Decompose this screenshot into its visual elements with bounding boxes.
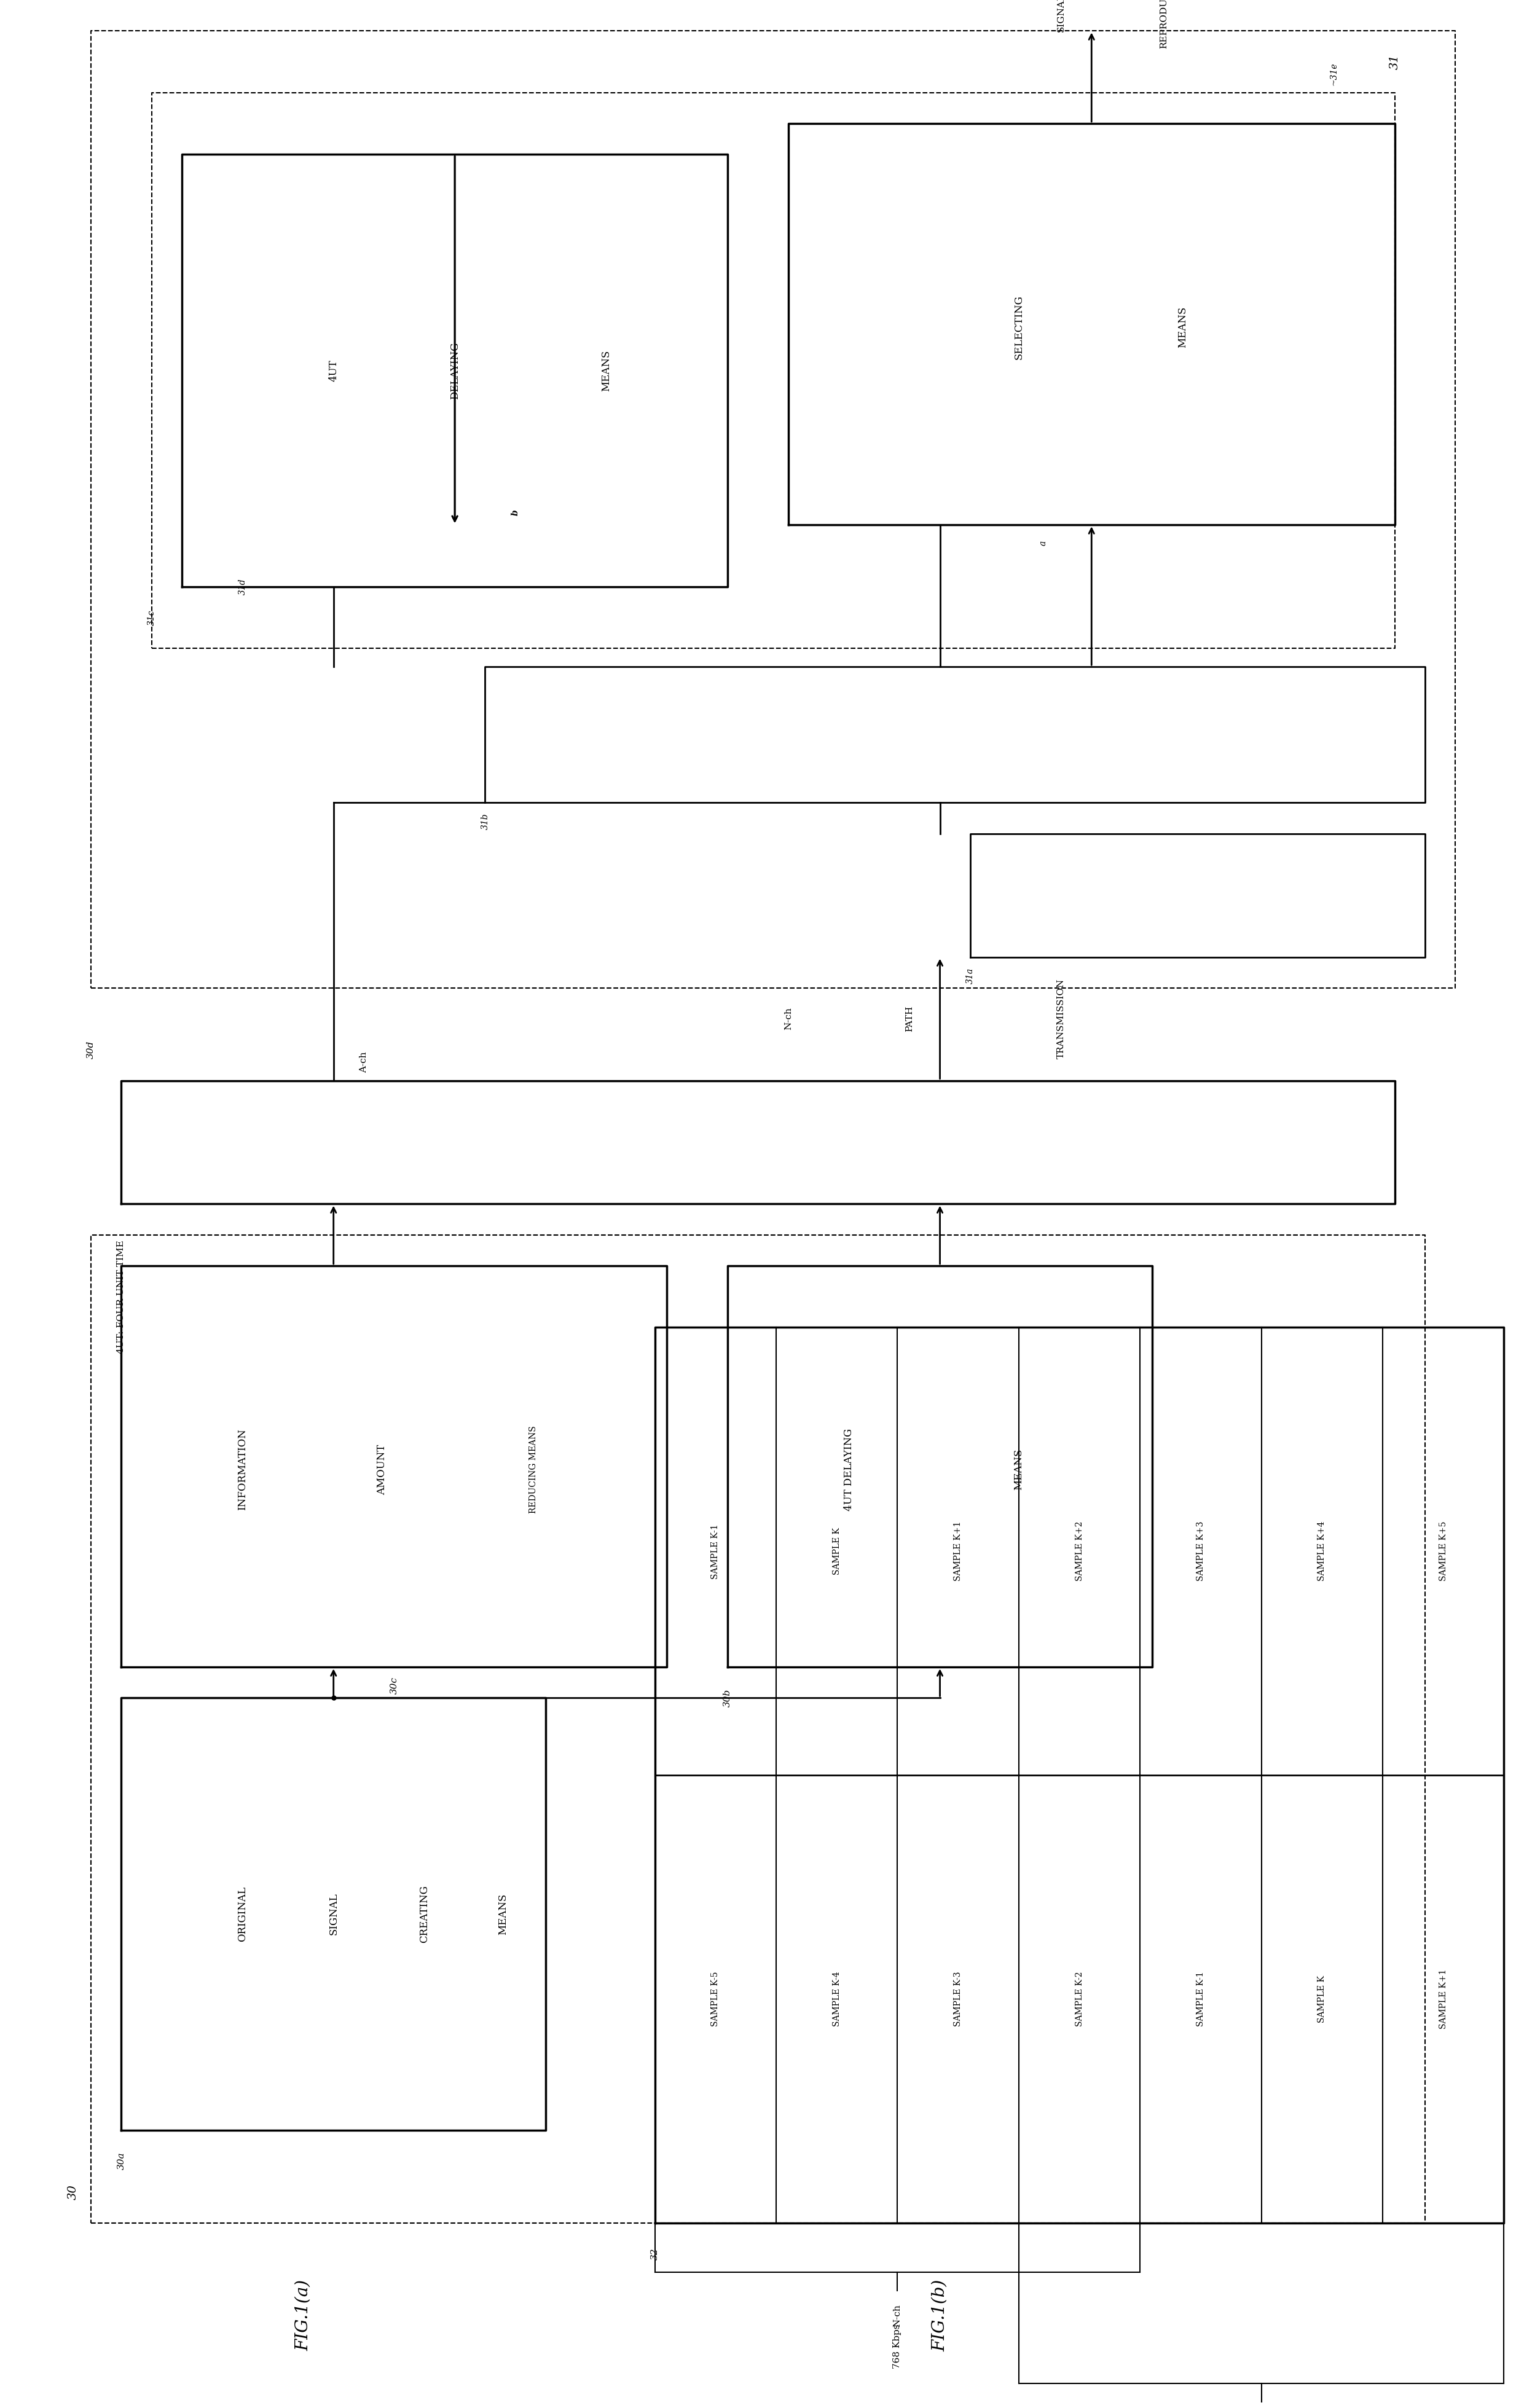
Text: DELAYING: DELAYING [450, 342, 459, 400]
Text: SAMPLE K: SAMPLE K [832, 1527, 841, 1575]
Text: TRANSMISSION: TRANSMISSION [1057, 978, 1066, 1060]
Text: 4UT: FOUR UNIT TIME: 4UT: FOUR UNIT TIME [117, 1240, 126, 1353]
Text: SAMPLE K-4: SAMPLE K-4 [832, 1972, 841, 2028]
Text: N-ch: N-ch [893, 2304, 902, 2326]
Text: SAMPLE K-5: SAMPLE K-5 [711, 1972, 720, 2028]
Text: FIG.1(b): FIG.1(b) [932, 2280, 948, 2353]
Text: b: b [511, 510, 520, 515]
Text: AMOUNT: AMOUNT [377, 1445, 387, 1495]
Text: 31d: 31d [238, 578, 247, 595]
Text: A-ch: A-ch [359, 1052, 368, 1072]
Text: SAMPLE K+1: SAMPLE K+1 [1439, 1970, 1448, 2030]
Text: REPRODUCED: REPRODUCED [1160, 0, 1169, 48]
Text: 30d: 30d [86, 1040, 96, 1060]
Text: MEANS: MEANS [602, 349, 611, 390]
Text: SAMPLE K+3: SAMPLE K+3 [1196, 1522, 1205, 1582]
Text: SAMPLE K+4: SAMPLE K+4 [1317, 1522, 1326, 1582]
Text: MEANS: MEANS [1014, 1450, 1023, 1491]
Text: N-ch: N-ch [784, 1007, 793, 1031]
Text: REDUCING MEANS: REDUCING MEANS [529, 1426, 538, 1512]
Text: MEANS: MEANS [1178, 306, 1187, 347]
Text: ORIGINAL: ORIGINAL [238, 1885, 247, 1941]
Text: PATH: PATH [905, 1007, 914, 1031]
Text: SAMPLE K+1: SAMPLE K+1 [954, 1522, 963, 1582]
Text: 31c: 31c [147, 609, 156, 626]
Text: 30: 30 [67, 2184, 79, 2199]
Text: ~31e: ~31e [1330, 63, 1339, 87]
Text: SAMPLE K-1: SAMPLE K-1 [711, 1524, 720, 1580]
Text: SAMPLE K-2: SAMPLE K-2 [1075, 1972, 1084, 2028]
Text: FIG.1(a): FIG.1(a) [296, 2280, 311, 2350]
Text: SAMPLE K: SAMPLE K [1317, 1975, 1326, 2023]
Text: 4UT: 4UT [329, 359, 338, 380]
Text: 30b: 30b [723, 1688, 732, 1707]
Text: 30a: 30a [117, 2153, 126, 2170]
Text: CREATING: CREATING [420, 1885, 429, 1943]
Text: SIGNAL: SIGNAL [1057, 0, 1066, 31]
Text: 4UT DELAYING: 4UT DELAYING [844, 1428, 854, 1510]
Text: SAMPLE K+2: SAMPLE K+2 [1075, 1522, 1084, 1582]
Text: SAMPLE K-3: SAMPLE K-3 [954, 1972, 963, 2028]
Text: 31b: 31b [481, 814, 490, 828]
Text: MEANS: MEANS [499, 1893, 508, 1934]
Text: 768 Kbps: 768 Kbps [893, 2324, 902, 2369]
Text: SIGNAL: SIGNAL [329, 1893, 338, 1936]
Text: SAMPLE K-1: SAMPLE K-1 [1196, 1972, 1205, 2028]
Text: 31: 31 [1389, 53, 1401, 70]
Text: 30c: 30c [390, 1676, 399, 1695]
Text: INFORMATION: INFORMATION [238, 1428, 247, 1510]
Text: SELECTING: SELECTING [1014, 296, 1023, 359]
Text: SAMPLE K+5: SAMPLE K+5 [1439, 1522, 1448, 1582]
Text: 31a: 31a [966, 968, 975, 982]
Text: a: a [1038, 542, 1048, 547]
Text: 32: 32 [650, 2247, 659, 2259]
